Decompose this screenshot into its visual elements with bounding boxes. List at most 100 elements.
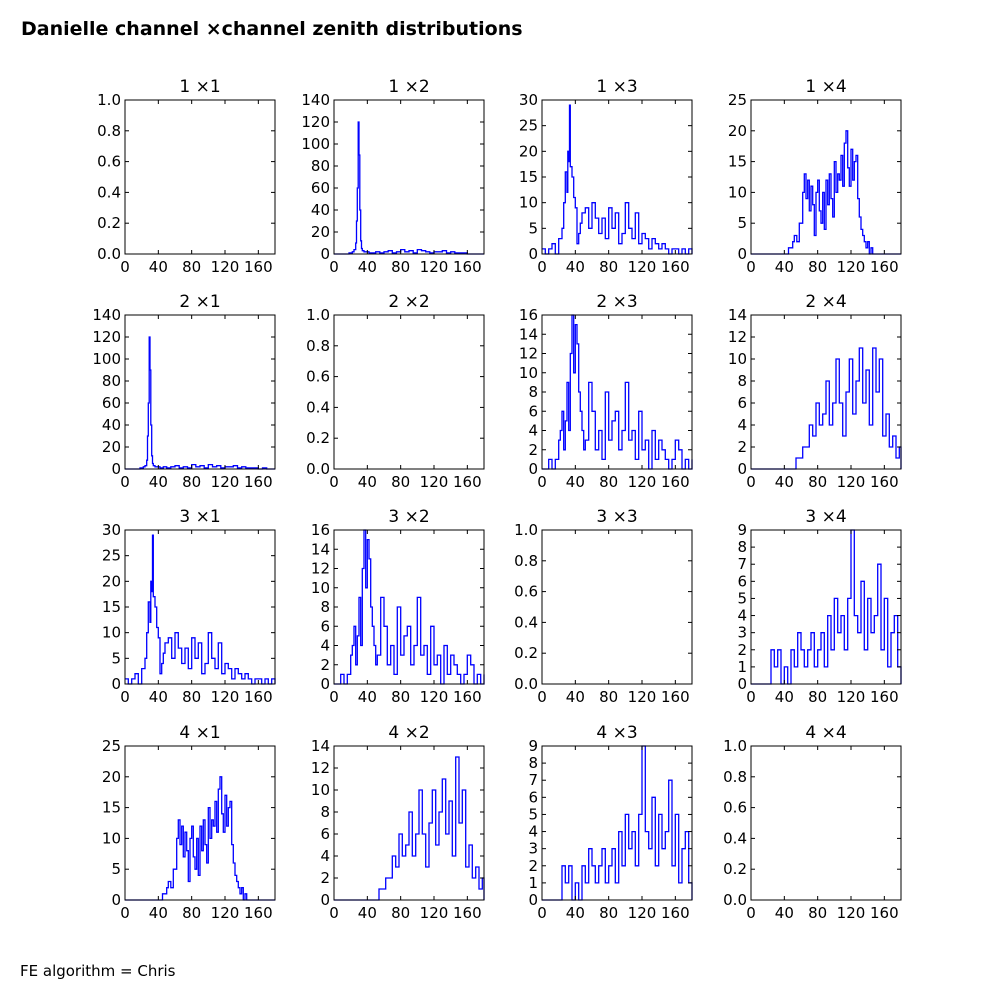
x-tick-label: 120 xyxy=(837,258,866,276)
x-tick-label: 40 xyxy=(358,904,377,922)
x-tick-label: 0 xyxy=(329,904,339,922)
subplot-title: 2 ×2 xyxy=(388,292,429,312)
subplot-title: 3 ×4 xyxy=(805,507,846,527)
x-tick-label: 40 xyxy=(149,688,168,706)
x-tick-label: 0 xyxy=(746,473,756,491)
x-tick-label: 160 xyxy=(244,688,273,706)
x-tick-label: 160 xyxy=(661,688,690,706)
y-tick-label: 0 xyxy=(320,245,330,263)
x-tick-label: 80 xyxy=(599,258,618,276)
series-line xyxy=(542,104,693,255)
y-tick-label: 0.8 xyxy=(97,122,121,140)
subplot-4-1: 4 ×1 0 40 80 120 160 0 5 10 15 20 25 xyxy=(102,723,276,922)
subplot-title: 3 ×3 xyxy=(596,507,637,527)
x-tick-label: 40 xyxy=(358,473,377,491)
y-tick-label: 0.4 xyxy=(306,398,330,416)
y-tick-label: 8 xyxy=(320,598,330,616)
x-tick-label: 80 xyxy=(599,688,618,706)
subplot-title: 4 ×2 xyxy=(388,723,429,743)
y-tick-label: 14 xyxy=(311,540,330,558)
x-tick-label: 40 xyxy=(566,688,585,706)
y-tick-label: 25 xyxy=(102,547,121,565)
y-tick-label: 14 xyxy=(519,325,538,343)
subplot-title: 3 ×1 xyxy=(179,507,220,527)
series-line xyxy=(334,121,484,255)
y-tick-label: 6 xyxy=(528,788,538,806)
y-tick-label: 4 xyxy=(320,847,330,865)
y-tick-label: 40 xyxy=(311,201,330,219)
y-tick-label: 0.6 xyxy=(306,368,330,386)
x-tick-label: 0 xyxy=(537,258,547,276)
y-tick-label: 0 xyxy=(737,460,747,478)
x-tick-label: 120 xyxy=(837,473,866,491)
y-tick-label: 60 xyxy=(311,179,330,197)
y-tick-label: 0.6 xyxy=(723,799,747,817)
x-tick-label: 0 xyxy=(329,688,339,706)
x-tick-label: 120 xyxy=(837,688,866,706)
subplot-3-3: 3 ×3 0 40 80 120 160 0.0 0.2 0.4 0.6 0.8 1.0 xyxy=(514,507,693,706)
axes-frame xyxy=(750,745,902,901)
x-tick-label: 120 xyxy=(211,258,240,276)
y-tick-label: 0.8 xyxy=(514,552,538,570)
y-tick-label: 0 xyxy=(111,675,121,693)
x-tick-label: 80 xyxy=(182,258,201,276)
y-tick-label: 0.0 xyxy=(97,245,121,263)
x-tick-label: 120 xyxy=(211,473,240,491)
y-tick-label: 4 xyxy=(320,637,330,655)
x-tick-label: 0 xyxy=(746,688,756,706)
x-tick-label: 40 xyxy=(775,688,794,706)
y-tick-label: 0 xyxy=(528,891,538,909)
x-tick-label: 160 xyxy=(244,473,273,491)
y-tick-label: 100 xyxy=(301,135,330,153)
subplot-4-4: 4 ×4 0 40 80 120 160 0.0 0.2 0.4 0.6 0.8 1.0 xyxy=(723,723,902,922)
axes-frame xyxy=(333,529,485,685)
series-line xyxy=(751,130,901,255)
subplot-1-4: 1 ×4 0 40 80 120 160 0 5 10 15 20 25 xyxy=(728,77,902,276)
series-line xyxy=(334,756,485,901)
x-tick-label: 0 xyxy=(120,904,130,922)
x-tick-label: 80 xyxy=(182,688,201,706)
y-tick-label: 10 xyxy=(728,350,747,368)
y-tick-label: 12 xyxy=(519,345,538,363)
x-tick-label: 0 xyxy=(746,258,756,276)
y-tick-label: 140 xyxy=(301,91,330,109)
y-tick-label: 80 xyxy=(102,372,121,390)
y-tick-label: 10 xyxy=(311,579,330,597)
y-tick-label: 3 xyxy=(737,624,747,642)
axes-frame xyxy=(750,99,902,255)
y-tick-label: 0.4 xyxy=(723,829,747,847)
y-tick-label: 15 xyxy=(102,598,121,616)
subplot-2-2: 2 ×2 0 40 80 120 160 0.0 0.2 0.4 0.6 0.8 1.0 xyxy=(306,292,485,491)
y-tick-label: 14 xyxy=(311,737,330,755)
y-tick-label: 10 xyxy=(102,829,121,847)
axes-frame xyxy=(124,529,276,685)
x-tick-label: 80 xyxy=(808,473,827,491)
x-tick-label: 120 xyxy=(211,688,240,706)
x-tick-label: 160 xyxy=(244,904,273,922)
x-tick-label: 40 xyxy=(149,258,168,276)
y-tick-label: 0.2 xyxy=(97,214,121,232)
y-tick-label: 0 xyxy=(111,460,121,478)
series-line xyxy=(125,776,275,901)
axes-frame xyxy=(750,529,902,685)
x-tick-label: 120 xyxy=(211,904,240,922)
axes-frame xyxy=(541,99,693,255)
x-tick-label: 160 xyxy=(870,904,899,922)
x-tick-label: 80 xyxy=(391,473,410,491)
x-tick-label: 40 xyxy=(775,473,794,491)
y-tick-label: 5 xyxy=(111,860,121,878)
y-tick-label: 30 xyxy=(519,91,538,109)
x-tick-label: 160 xyxy=(453,904,482,922)
y-tick-label: 12 xyxy=(728,328,747,346)
y-tick-label: 0.0 xyxy=(723,891,747,909)
x-tick-label: 0 xyxy=(329,258,339,276)
x-tick-label: 160 xyxy=(870,688,899,706)
y-tick-label: 7 xyxy=(528,771,538,789)
y-tick-label: 8 xyxy=(320,803,330,821)
y-tick-label: 2 xyxy=(528,857,538,875)
x-tick-label: 120 xyxy=(628,688,657,706)
y-tick-label: 30 xyxy=(102,521,121,539)
